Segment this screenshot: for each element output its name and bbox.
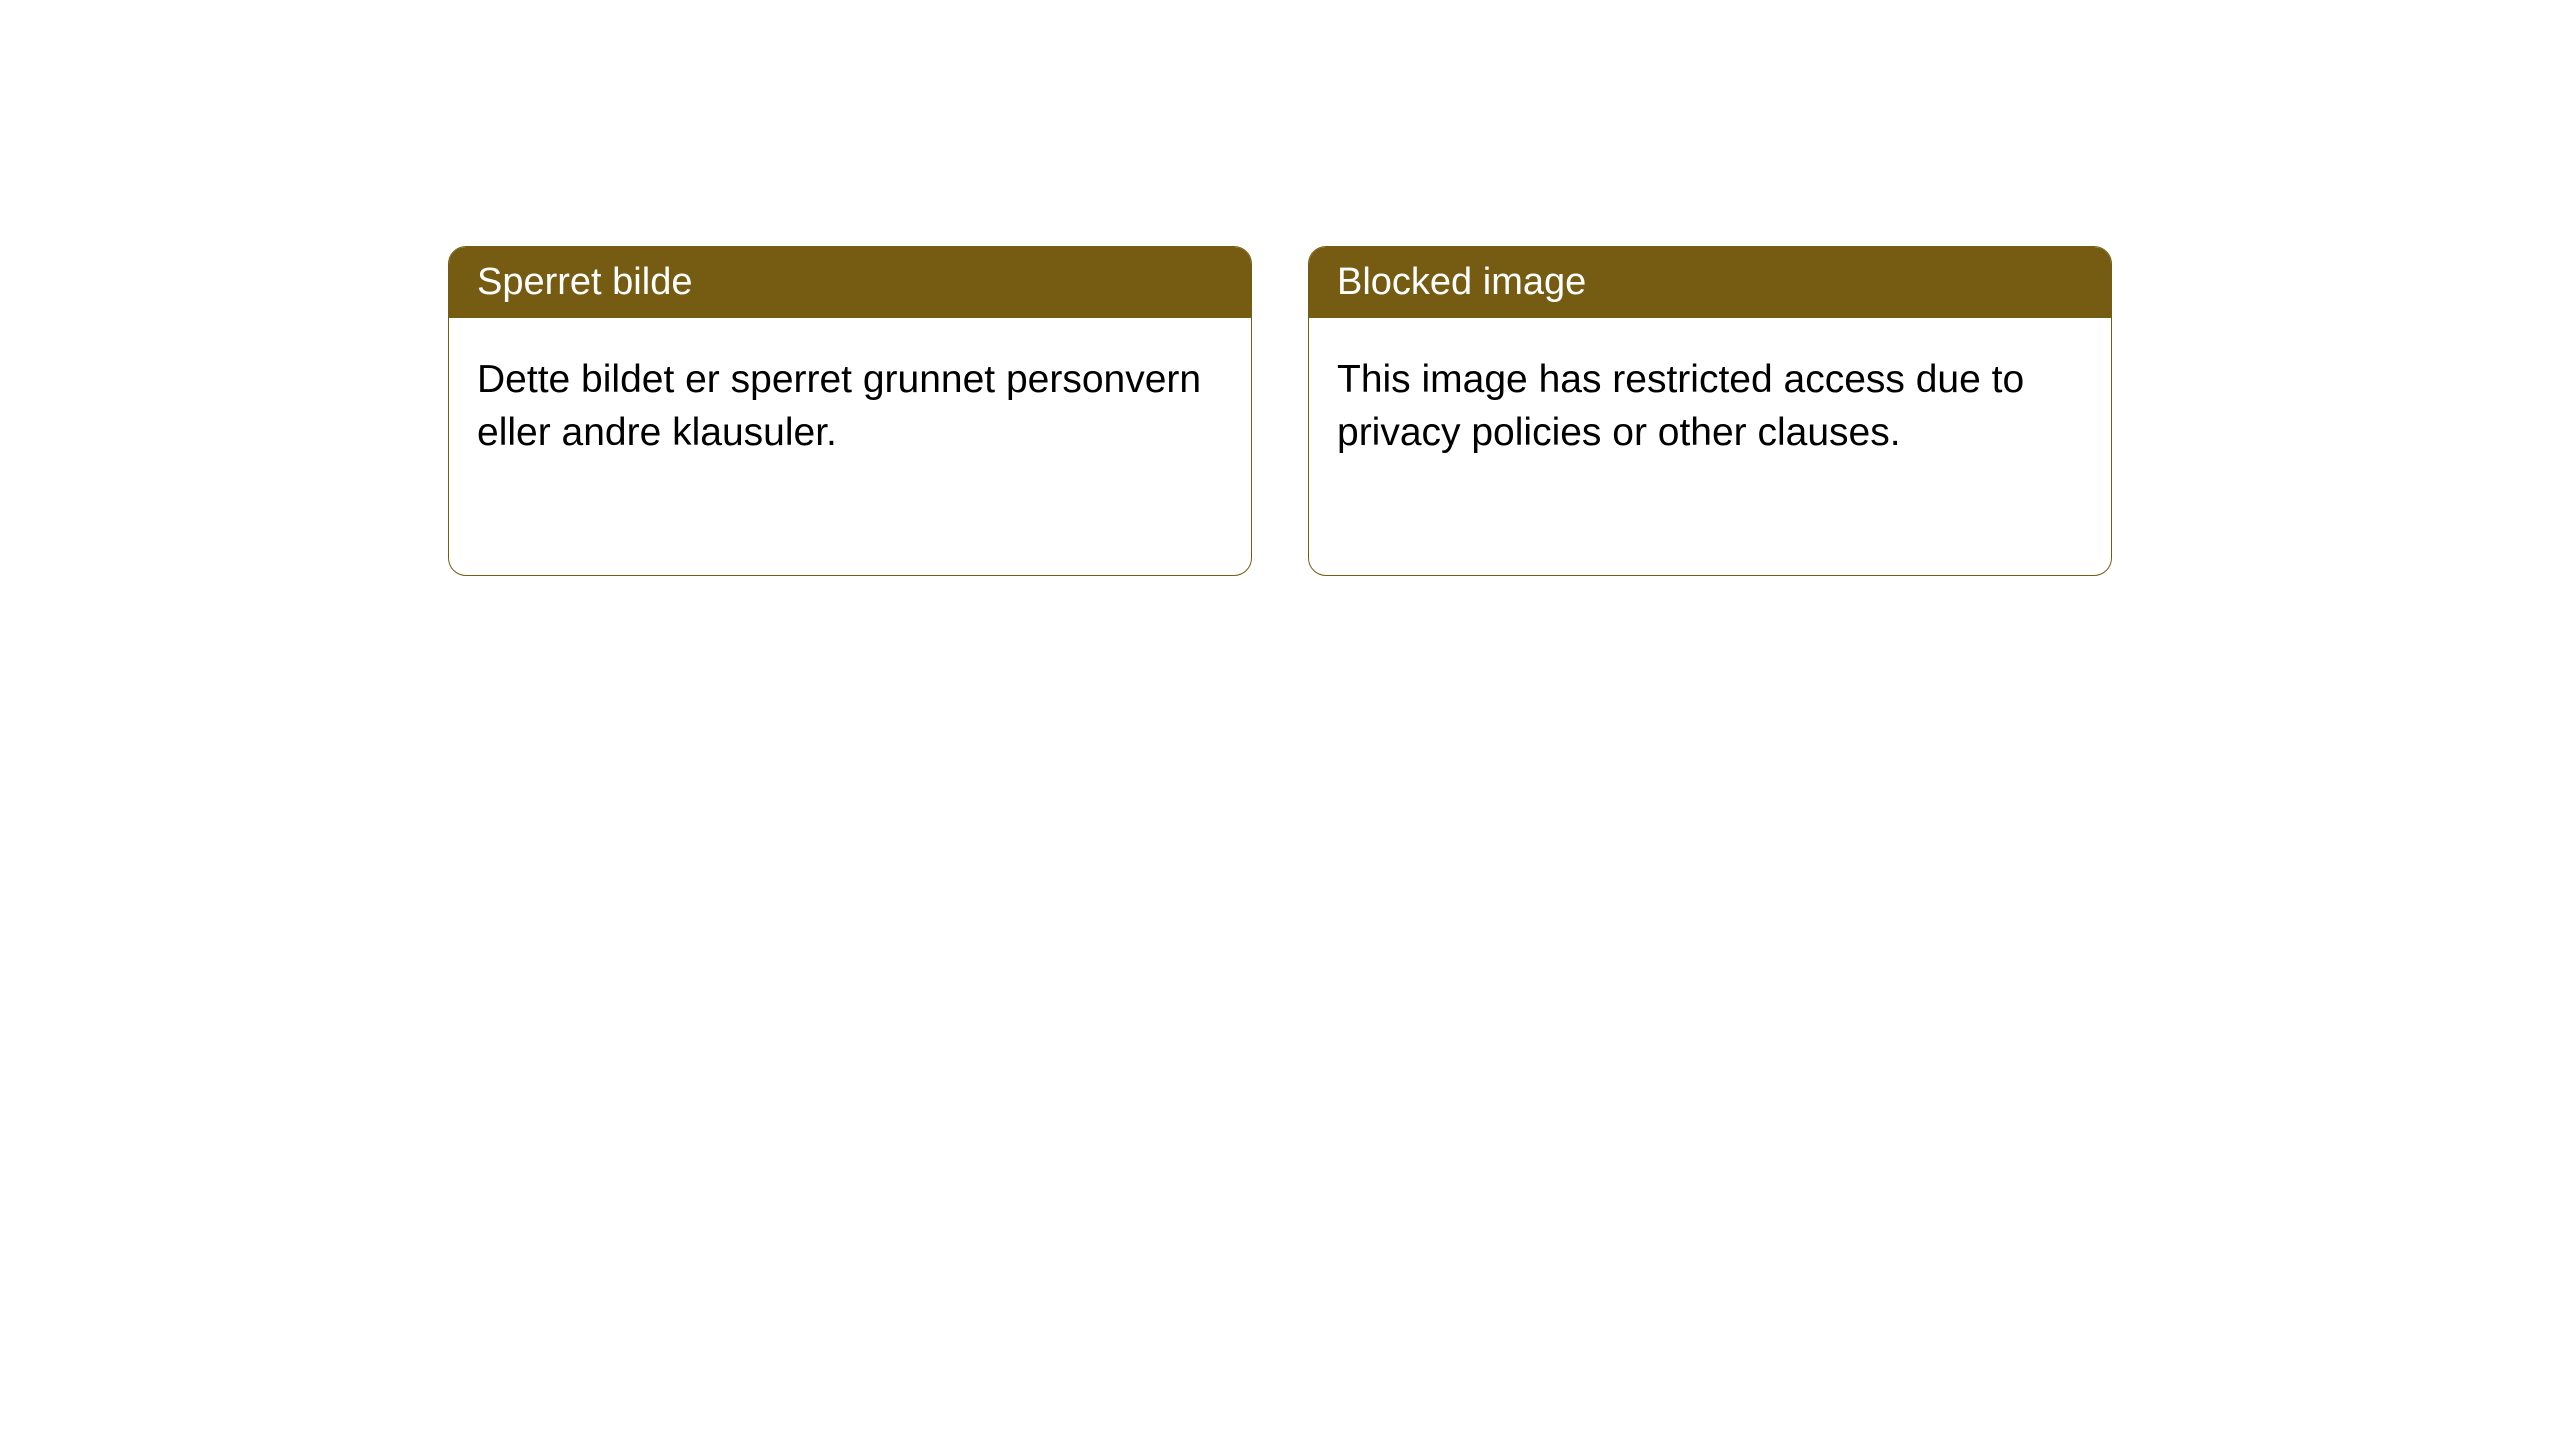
notice-header: Sperret bilde [449,247,1251,318]
notice-body: This image has restricted access due to … [1309,318,2111,495]
notice-header: Blocked image [1309,247,2111,318]
notice-box-norwegian: Sperret bilde Dette bildet er sperret gr… [448,246,1252,576]
notice-box-english: Blocked image This image has restricted … [1308,246,2112,576]
notice-body: Dette bildet er sperret grunnet personve… [449,318,1251,495]
notice-container: Sperret bilde Dette bildet er sperret gr… [0,0,2560,576]
